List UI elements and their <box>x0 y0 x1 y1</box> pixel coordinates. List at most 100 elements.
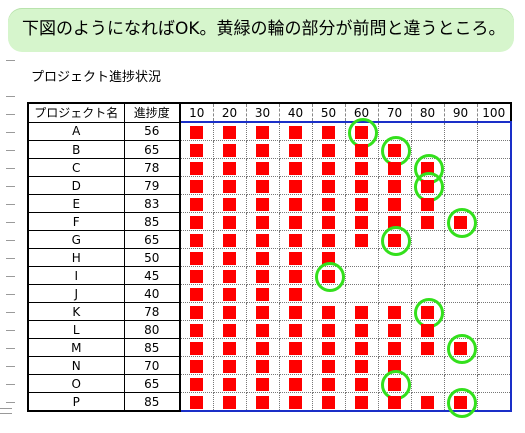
progress-cell[interactable] <box>311 212 346 231</box>
progress-cell[interactable] <box>377 158 412 177</box>
progress-cell[interactable] <box>179 212 214 231</box>
progress-cell[interactable] <box>443 284 478 303</box>
progress-cell[interactable] <box>212 248 247 267</box>
project-name-cell[interactable]: N <box>27 356 125 375</box>
progress-cell[interactable] <box>344 302 379 321</box>
progress-cell[interactable] <box>179 140 214 159</box>
project-name-cell[interactable]: D <box>27 176 125 195</box>
progress-value-cell[interactable]: 79 <box>123 176 181 195</box>
progress-cell[interactable] <box>278 248 313 267</box>
progress-cell[interactable] <box>443 266 478 285</box>
progress-cell[interactable] <box>377 302 412 321</box>
progress-cell[interactable] <box>245 266 280 285</box>
progress-cell[interactable] <box>443 302 478 321</box>
progress-cell[interactable] <box>311 356 346 375</box>
progress-cell[interactable] <box>377 320 412 339</box>
progress-cell[interactable] <box>245 158 280 177</box>
progress-value-cell[interactable]: 80 <box>123 320 181 339</box>
progress-cell[interactable] <box>212 176 247 195</box>
tick-label[interactable]: 30 <box>245 102 280 123</box>
progress-cell[interactable] <box>476 248 512 267</box>
project-name-cell[interactable]: L <box>27 320 125 339</box>
progress-cell[interactable] <box>311 121 346 141</box>
progress-cell[interactable] <box>377 194 412 213</box>
progress-value-cell[interactable]: 56 <box>123 121 181 141</box>
progress-cell[interactable] <box>179 302 214 321</box>
progress-cell[interactable] <box>443 333 478 364</box>
progress-cell[interactable] <box>476 158 512 177</box>
progress-cell[interactable] <box>377 284 412 303</box>
progress-cell[interactable] <box>344 176 379 195</box>
progress-cell[interactable] <box>410 121 445 141</box>
progress-cell[interactable] <box>377 176 412 195</box>
progress-value-cell[interactable]: 50 <box>123 248 181 267</box>
project-name-cell[interactable]: I <box>27 266 125 285</box>
progress-cell[interactable] <box>278 356 313 375</box>
progress-cell[interactable] <box>179 248 214 267</box>
project-name-cell[interactable]: M <box>27 338 125 357</box>
progress-cell[interactable] <box>311 392 346 412</box>
progress-cell[interactable] <box>344 117 379 148</box>
progress-value-cell[interactable]: 85 <box>123 392 181 412</box>
progress-cell[interactable] <box>278 266 313 285</box>
progress-cell[interactable] <box>179 284 214 303</box>
project-name-cell[interactable]: C <box>27 158 125 177</box>
progress-cell[interactable] <box>212 356 247 375</box>
progress-cell[interactable] <box>245 248 280 267</box>
progress-cell[interactable] <box>245 194 280 213</box>
progress-cell[interactable] <box>410 266 445 285</box>
project-name-cell[interactable]: K <box>27 302 125 321</box>
project-name-cell[interactable]: P <box>27 392 125 412</box>
progress-cell[interactable] <box>245 392 280 412</box>
progress-cell[interactable] <box>179 158 214 177</box>
progress-cell[interactable] <box>410 392 445 412</box>
progress-cell[interactable] <box>212 320 247 339</box>
progress-cell[interactable] <box>344 158 379 177</box>
progress-cell[interactable] <box>311 320 346 339</box>
progress-value-cell[interactable]: 85 <box>123 338 181 357</box>
progress-cell[interactable] <box>377 392 412 412</box>
project-name-cell[interactable]: H <box>27 248 125 267</box>
project-name-cell[interactable]: J <box>27 284 125 303</box>
progress-cell[interactable] <box>476 176 512 195</box>
progress-cell[interactable] <box>410 212 445 231</box>
progress-cell[interactable] <box>278 230 313 249</box>
progress-cell[interactable] <box>443 248 478 267</box>
project-name-cell[interactable]: E <box>27 194 125 213</box>
tick-label[interactable]: 70 <box>377 102 412 123</box>
progress-cell[interactable] <box>278 212 313 231</box>
progress-cell[interactable] <box>179 230 214 249</box>
progress-cell[interactable] <box>344 140 379 159</box>
progress-cell[interactable] <box>377 266 412 285</box>
progress-cell[interactable] <box>344 392 379 412</box>
progress-cell[interactable] <box>179 338 214 357</box>
progress-cell[interactable] <box>245 338 280 357</box>
progress-cell[interactable] <box>311 261 346 292</box>
progress-cell[interactable] <box>179 374 214 393</box>
progress-cell[interactable] <box>179 356 214 375</box>
progress-cell[interactable] <box>212 338 247 357</box>
progress-cell[interactable] <box>476 140 512 159</box>
progress-cell[interactable] <box>476 356 512 375</box>
header-project-name[interactable]: プロジェクト名 <box>27 102 125 123</box>
progress-cell[interactable] <box>344 266 379 285</box>
progress-cell[interactable] <box>410 374 445 393</box>
progress-cell[interactable] <box>410 230 445 249</box>
project-name-cell[interactable]: O <box>27 374 125 393</box>
progress-cell[interactable] <box>443 387 478 418</box>
progress-cell[interactable] <box>212 392 247 412</box>
progress-cell[interactable] <box>476 212 512 231</box>
progress-cell[interactable] <box>245 230 280 249</box>
progress-cell[interactable] <box>311 194 346 213</box>
progress-cell[interactable] <box>311 140 346 159</box>
progress-cell[interactable] <box>212 230 247 249</box>
project-name-cell[interactable]: A <box>27 121 125 141</box>
progress-cell[interactable] <box>179 121 214 141</box>
progress-cell[interactable] <box>476 338 512 357</box>
progress-cell[interactable] <box>476 266 512 285</box>
progress-cell[interactable] <box>443 230 478 249</box>
progress-cell[interactable] <box>311 338 346 357</box>
project-name-cell[interactable]: B <box>27 140 125 159</box>
progress-cell[interactable] <box>212 374 247 393</box>
progress-value-cell[interactable]: 45 <box>123 266 181 285</box>
